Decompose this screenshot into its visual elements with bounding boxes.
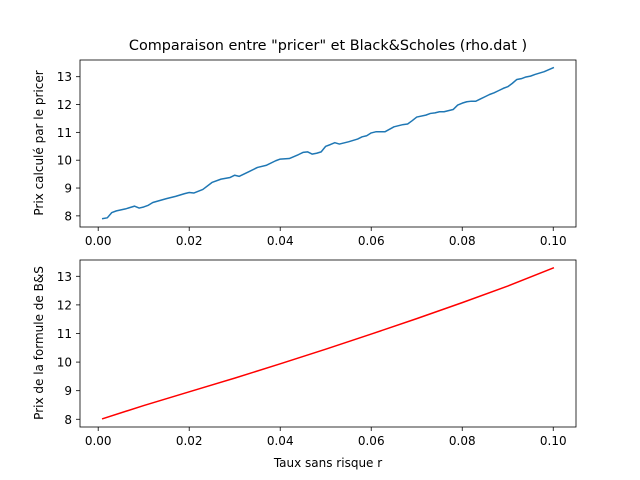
- top-x-tick-label: 0.08: [449, 234, 476, 248]
- top-series-line-0: [101, 66, 555, 220]
- bottom-plot: 0.00 0.02 0.04 0.06 0.08 0.10 8 9 10 11 12 13: [57, 259, 577, 448]
- bottom-y-tick-label: 9: [64, 384, 72, 398]
- bottom-x-tick-label: 0.00: [85, 434, 112, 448]
- bottom-y-tick-label: 11: [57, 327, 72, 341]
- bottom-y-tick-label: 13: [57, 270, 72, 284]
- bottom-x-axis-label: Taux sans risque r: [273, 456, 382, 470]
- bottom-series-line-0: [101, 267, 555, 420]
- bottom-x-tick-label: 0.02: [176, 434, 203, 448]
- top-y-tick-label: 8: [64, 209, 72, 223]
- bottom-y-axis-label: Prix de la formule de B&S: [32, 266, 46, 420]
- top-axes-frame: [79, 59, 577, 228]
- top-x-tick-label: 0.04: [267, 234, 294, 248]
- top-y-tick-label: 10: [57, 154, 72, 168]
- top-y-tick-label: 13: [57, 70, 72, 84]
- chart-title: Comparaison entre "pricer" et Black&Scho…: [129, 38, 527, 54]
- bottom-x-tick-label: 0.04: [267, 434, 294, 448]
- top-x-tick-label: 0.00: [85, 234, 112, 248]
- bottom-y-tick-label: 8: [64, 413, 72, 427]
- bottom-y-tick-label: 12: [57, 298, 72, 312]
- top-x-tick-label: 0.10: [540, 234, 567, 248]
- bottom-x-tick-label: 0.08: [449, 434, 476, 448]
- bottom-axes-frame: [79, 259, 577, 428]
- bottom-y-tick-label: 10: [57, 356, 72, 370]
- bottom-x-tick-label: 0.06: [358, 434, 385, 448]
- top-y-tick-label: 12: [57, 98, 72, 112]
- top-y-axis-label: Prix calculé par le pricer: [32, 70, 46, 215]
- top-y-tick-label: 9: [64, 182, 72, 196]
- top-y-tick-label: 11: [57, 126, 72, 140]
- bottom-x-tick-label: 0.10: [540, 434, 567, 448]
- top-x-tick-label: 0.06: [358, 234, 385, 248]
- top-x-tick-label: 0.02: [176, 234, 203, 248]
- top-plot: 0.00 0.02 0.04 0.06 0.08 0.10 8 9 10 11 12 13: [57, 59, 577, 248]
